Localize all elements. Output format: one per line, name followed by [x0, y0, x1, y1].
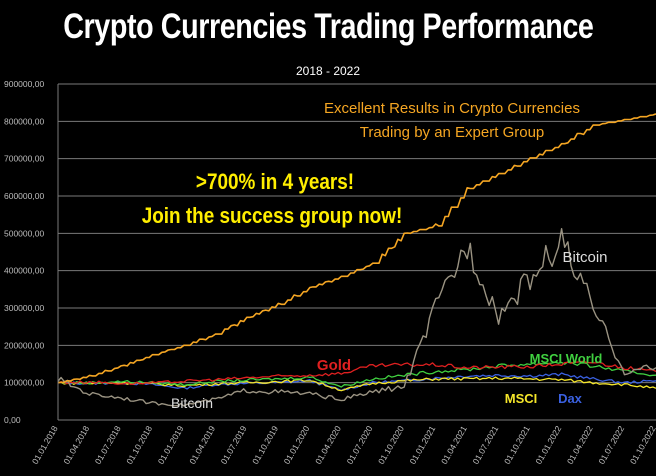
annotation-label: Bitcoin	[562, 249, 607, 266]
y-tick-label: 500000,00	[4, 228, 44, 238]
x-tick-label: 01.07.2022	[596, 424, 626, 466]
chart-area: 2018 - 2022 Excellent Results in Crypto C…	[0, 54, 656, 476]
annotation-label: Join the success group now!	[142, 204, 402, 229]
y-tick-label: 400000,00	[4, 266, 44, 276]
chart-title-banner: Crypto Currencies Trading Performance	[0, 0, 656, 54]
y-tick-label: 100000,00	[4, 378, 44, 388]
x-tick-label: 01.10.2021	[502, 424, 532, 466]
x-tick-label: 01.01.2022	[533, 424, 563, 466]
y-tick-label: 0,00	[4, 415, 21, 425]
annotation-label: Bitcoin	[171, 395, 213, 411]
x-tick-label: 01.07.2018	[93, 424, 123, 466]
annotation-label: MSCI World	[530, 351, 603, 366]
x-tick-label: 01.10.2019	[250, 424, 280, 466]
y-tick-label: 200000,00	[4, 340, 44, 350]
series-layer	[57, 113, 656, 407]
x-tick-label: 01.07.2019	[219, 424, 249, 466]
x-tick-label: 01.07.2021	[470, 424, 500, 466]
x-tick-label: 01.04.2019	[187, 424, 217, 466]
series-line-gold	[57, 360, 656, 385]
series-line-msci	[57, 376, 656, 392]
x-tick-label: 01.10.2018	[124, 424, 154, 466]
annotation-label: MSCI	[505, 391, 538, 406]
x-tick-label: 01.01.2020	[282, 424, 312, 466]
annotation-label: Dax	[558, 391, 583, 406]
series-line-dax	[57, 372, 656, 392]
chart-subtitle: 2018 - 2022	[296, 64, 360, 78]
y-tick-label: 300000,00	[4, 303, 44, 313]
x-tick-label: 01.04.2020	[313, 424, 343, 466]
x-tick-label: 01.10.2020	[376, 424, 406, 466]
annotation-label: >700% in 4 years!	[196, 170, 354, 195]
y-tick-label: 600000,00	[4, 191, 44, 201]
series-line-bitcoin	[57, 228, 656, 407]
x-tick-label: 01.01.2018	[30, 424, 60, 466]
x-tick-label: 01.04.2018	[61, 424, 91, 466]
y-tick-label: 700000,00	[4, 154, 44, 164]
series-line-crypto	[57, 113, 656, 384]
x-tick-label: 01.07.2020	[345, 424, 375, 466]
x-tick-label: 01.10.2022	[628, 424, 656, 466]
y-tick-label: 800000,00	[4, 116, 44, 126]
annotation-label: Trading by an Expert Group	[360, 124, 545, 141]
x-tick-label: 01.01.2019	[156, 424, 186, 466]
chart-title: Crypto Currencies Trading Performance	[62, 7, 594, 46]
annotation-label: Excellent Results in Crypto Currencies	[324, 100, 580, 117]
series-line-msci-world	[57, 361, 656, 388]
annotation-label: Gold	[317, 357, 351, 374]
y-tick-label: 900000,00	[4, 79, 44, 89]
line-chart: 2018 - 2022 Excellent Results in Crypto C…	[4, 64, 656, 466]
annotation-layer: 2018 - 2022 Excellent Results in Crypto C…	[142, 64, 608, 411]
x-tick-label: 01.04.2022	[565, 424, 595, 466]
axis-layer: 0,00 100000,00 200000,00 300000,00 400000,00…	[4, 79, 656, 466]
x-tick-label: 01.01.2021	[407, 424, 437, 466]
x-tick-label: 01.04.2021	[439, 424, 469, 466]
